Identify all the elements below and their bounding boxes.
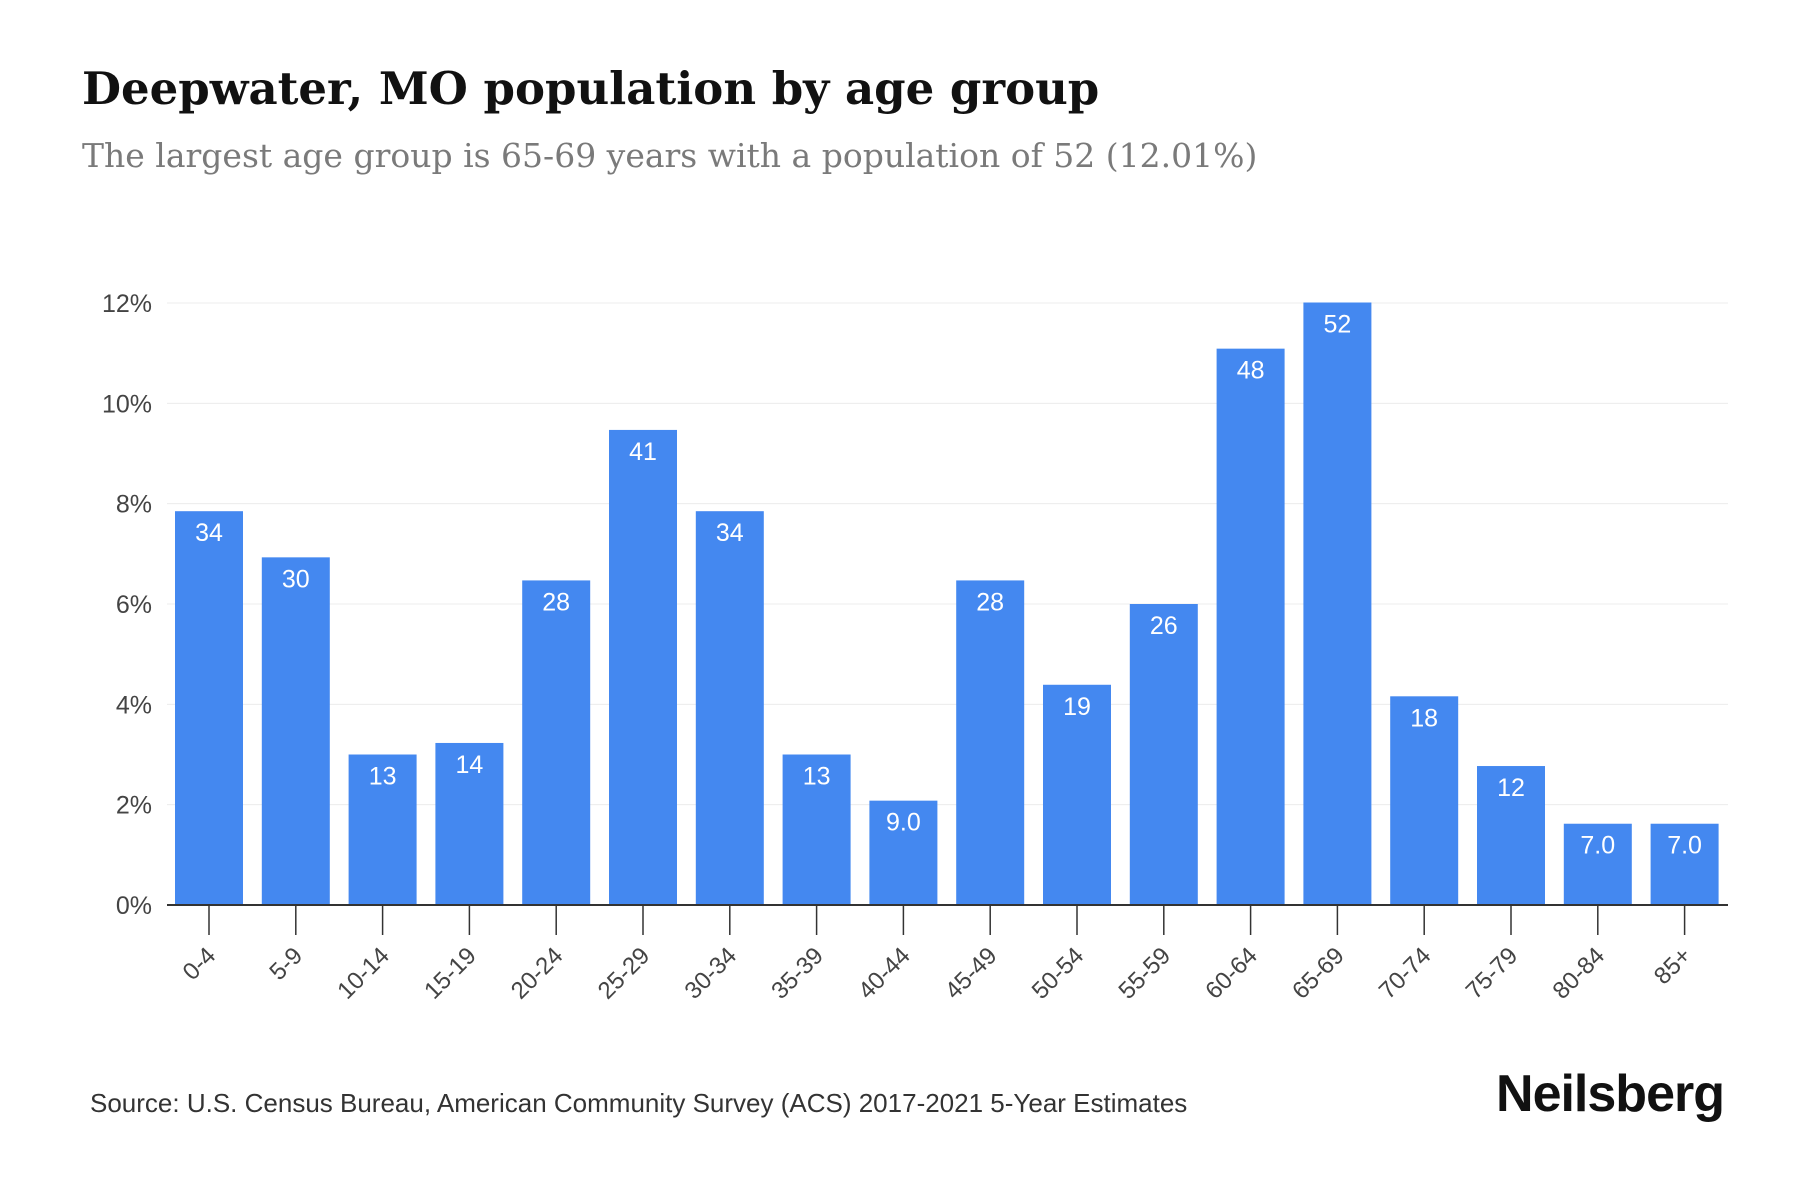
bar bbox=[175, 511, 243, 905]
bar-value-label: 28 bbox=[976, 588, 1004, 616]
brand-logo: Neilsberg bbox=[1496, 1065, 1725, 1123]
y-tick-label: 10% bbox=[102, 390, 152, 418]
x-tick-label: 75-79 bbox=[1461, 942, 1524, 1005]
x-tick-label: 70-74 bbox=[1374, 942, 1437, 1005]
x-tick-label: 20-24 bbox=[506, 942, 569, 1005]
bar-value-label: 34 bbox=[195, 519, 223, 547]
bar bbox=[956, 580, 1025, 905]
bar-value-label: 13 bbox=[369, 763, 397, 791]
bar bbox=[869, 800, 938, 905]
x-tick-label: 65-69 bbox=[1287, 942, 1350, 1005]
bar-value-label: 14 bbox=[455, 751, 483, 779]
x-tick-label: 10-14 bbox=[332, 942, 395, 1005]
bar-value-label: 48 bbox=[1237, 357, 1265, 385]
bar-value-label: 19 bbox=[1063, 693, 1091, 721]
bar-value-label: 52 bbox=[1323, 310, 1351, 338]
y-tick-label: 4% bbox=[116, 691, 152, 719]
bar-value-label: 9.0 bbox=[886, 809, 921, 837]
bar bbox=[522, 580, 591, 905]
x-tick-label: 50-54 bbox=[1027, 942, 1090, 1005]
x-tick-label: 30-34 bbox=[680, 942, 743, 1005]
bar bbox=[1563, 823, 1632, 905]
chart-title: Deepwater, MO population by age group bbox=[82, 62, 1100, 115]
bar-value-label: 28 bbox=[542, 588, 570, 616]
source-note: Source: U.S. Census Bureau, American Com… bbox=[90, 1088, 1188, 1118]
bar bbox=[1043, 684, 1111, 905]
x-tick-label: 40-44 bbox=[853, 942, 916, 1005]
bar bbox=[1477, 766, 1545, 905]
bar-value-label: 18 bbox=[1410, 704, 1438, 732]
x-tick-label: 5-9 bbox=[264, 942, 308, 986]
y-tick-label: 0% bbox=[116, 892, 152, 920]
bar-value-label: 13 bbox=[803, 763, 831, 791]
bar bbox=[348, 754, 417, 905]
y-tick-label: 6% bbox=[116, 591, 152, 619]
bar-value-label: 41 bbox=[629, 438, 657, 466]
bar bbox=[1390, 696, 1459, 905]
x-tick-label: 15-19 bbox=[419, 942, 482, 1005]
y-tick-label: 8% bbox=[116, 491, 152, 519]
bar-value-label: 7.0 bbox=[1580, 832, 1615, 860]
bar-value-label: 30 bbox=[282, 565, 310, 593]
y-tick-label: 12% bbox=[102, 290, 152, 318]
bar bbox=[1216, 348, 1285, 905]
bar bbox=[1650, 823, 1719, 905]
x-tick-label: 80-84 bbox=[1548, 942, 1611, 1005]
bar bbox=[609, 429, 677, 905]
bar bbox=[435, 742, 504, 905]
y-tick-label: 2% bbox=[116, 792, 152, 820]
bar bbox=[695, 511, 764, 905]
bar bbox=[1303, 302, 1372, 906]
x-tick-label: 35-39 bbox=[766, 942, 829, 1005]
x-tick-label: 45-49 bbox=[940, 942, 1003, 1005]
bar-value-label: 34 bbox=[716, 519, 744, 547]
bar bbox=[1129, 604, 1198, 905]
bar-value-label: 7.0 bbox=[1667, 832, 1702, 860]
bar-value-label: 26 bbox=[1150, 612, 1178, 640]
x-tick-label: 60-64 bbox=[1200, 942, 1263, 1005]
bar-value-label: 12 bbox=[1497, 774, 1525, 802]
x-tick-label: 55-59 bbox=[1114, 942, 1177, 1005]
chart-subtitle: The largest age group is 65-69 years wit… bbox=[82, 136, 1258, 175]
bar bbox=[782, 754, 851, 905]
x-tick-label: 85+ bbox=[1649, 942, 1697, 990]
x-tick-label: 0-4 bbox=[178, 942, 222, 986]
x-tick-label: 25-29 bbox=[593, 942, 656, 1005]
bar bbox=[261, 557, 330, 905]
